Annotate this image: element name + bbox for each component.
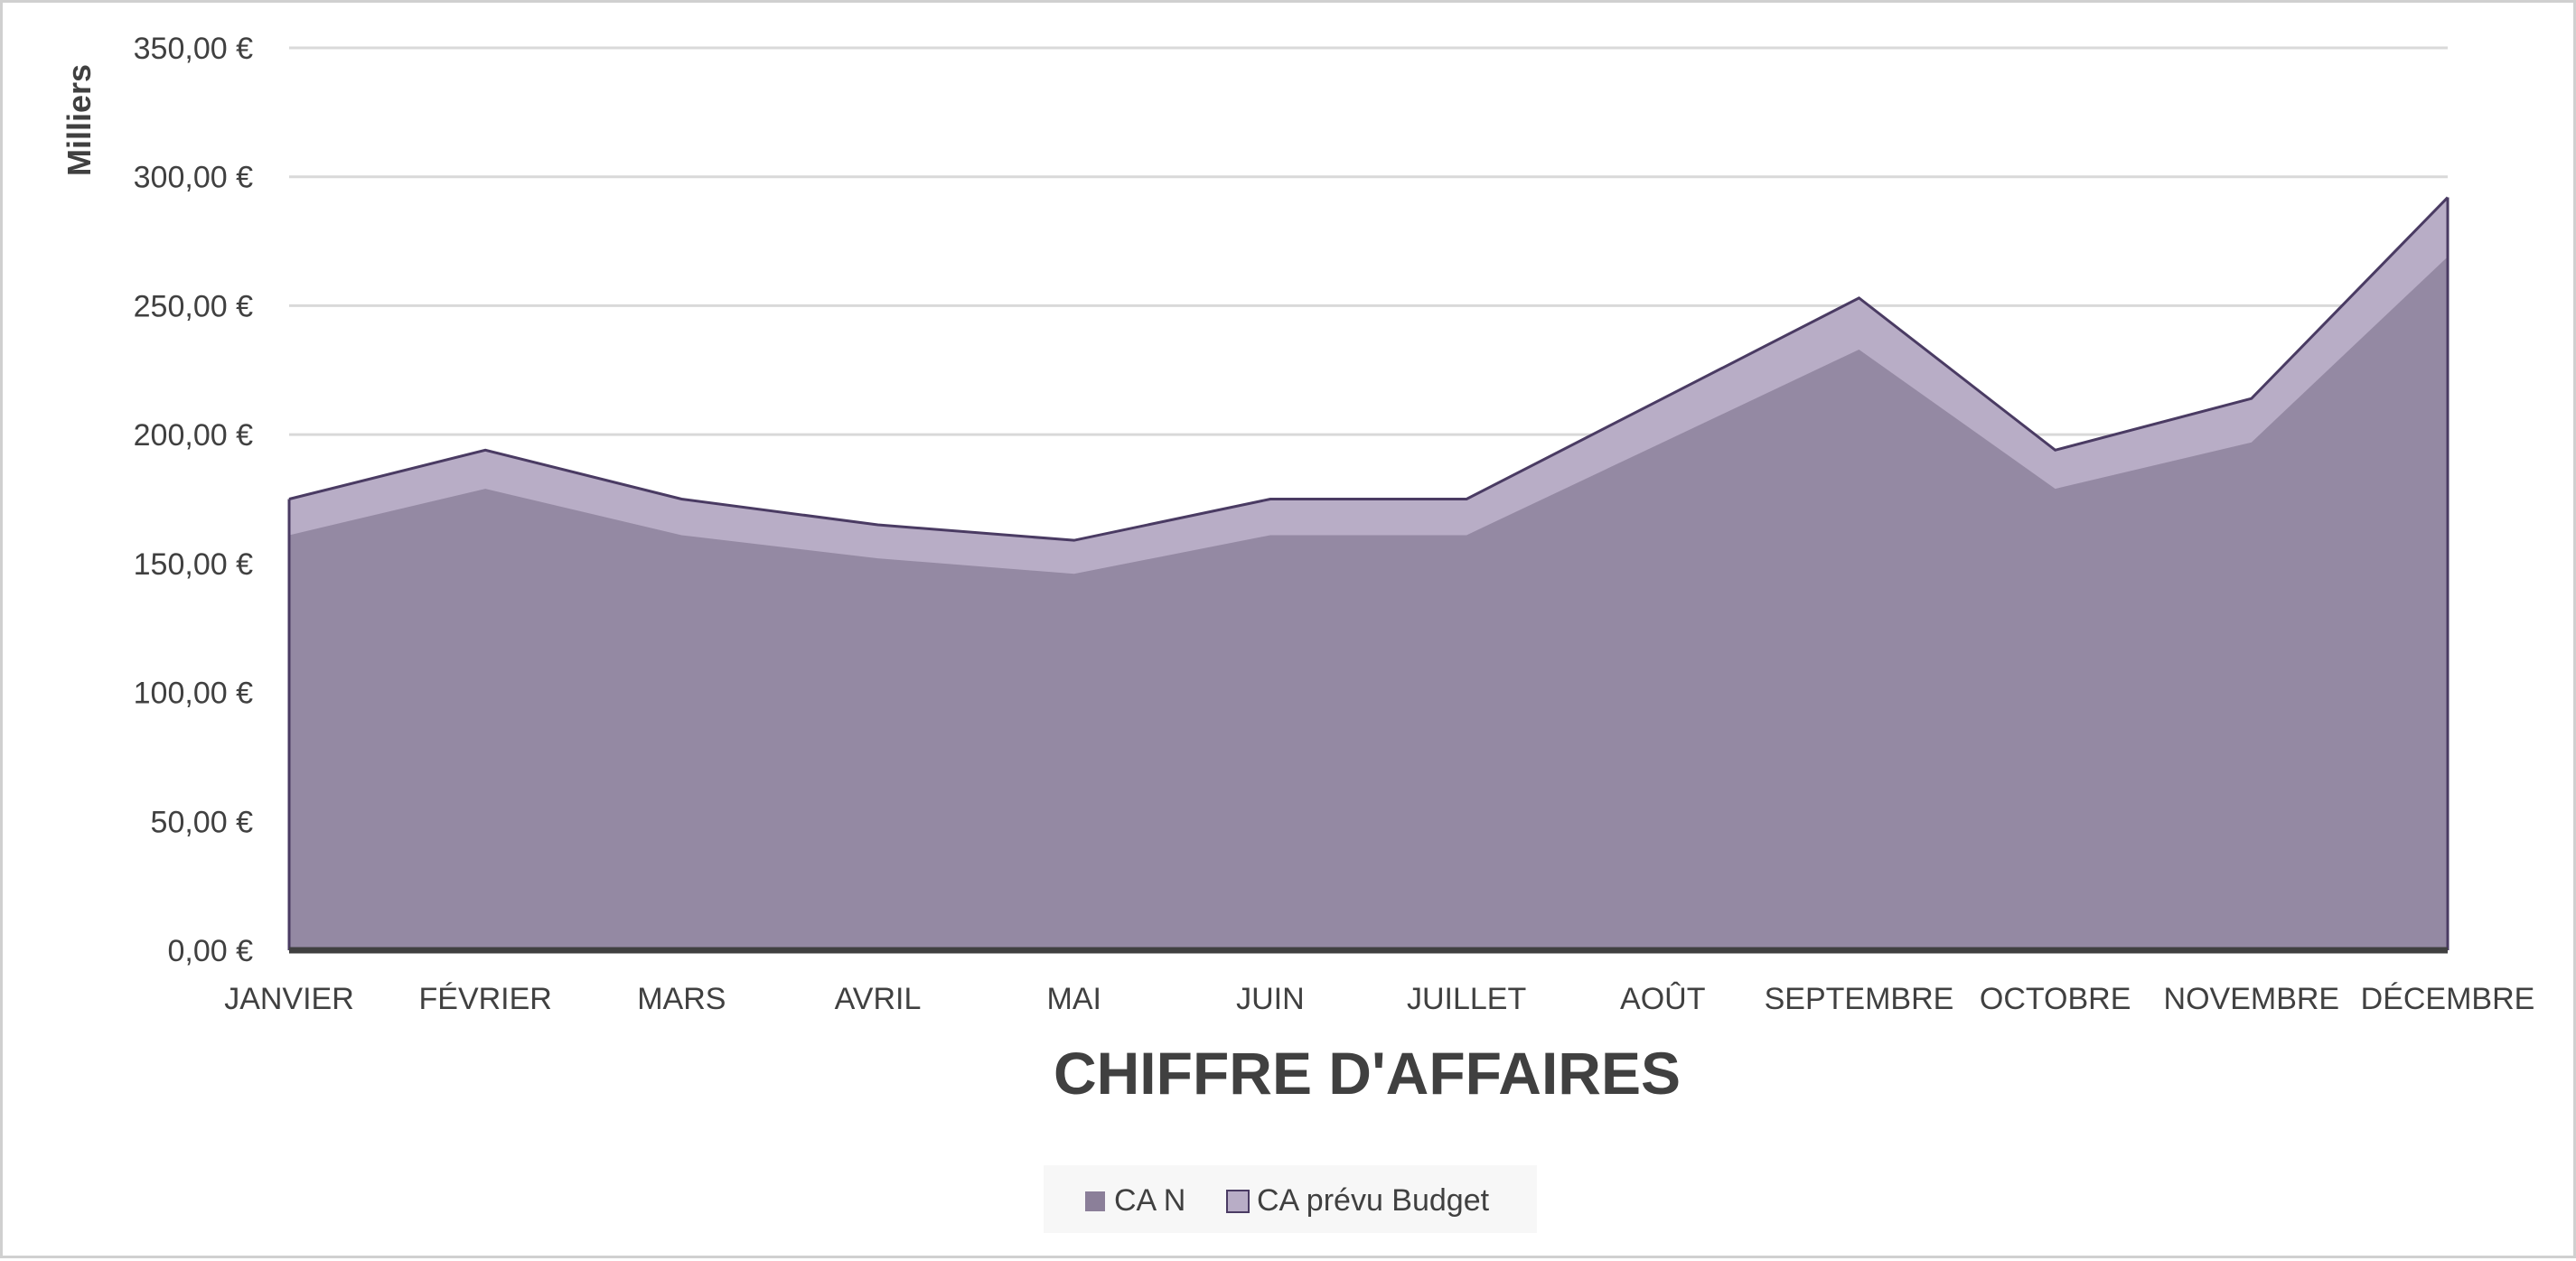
y-tick-label: 150,00 € bbox=[134, 547, 253, 582]
chart-title: CHIFFRE D'AFFAIRES bbox=[1054, 1040, 1681, 1107]
x-tick-label: AOÛT bbox=[1620, 982, 1705, 1016]
y-axis-unit-label: Milliers bbox=[61, 64, 98, 176]
x-axis-tick-labels: JANVIER FÉVRIER MARS AVRIL MAI JUIN JUILLET AOÛ… bbox=[224, 982, 2534, 1016]
x-tick-label: JANVIER bbox=[224, 982, 354, 1016]
y-tick-label: 300,00 € bbox=[134, 161, 253, 195]
x-tick-label: MAI bbox=[1047, 982, 1101, 1016]
x-tick-label: JUILLET bbox=[1407, 982, 1526, 1016]
area-ca-n bbox=[289, 257, 2448, 950]
line-ca-prevu-budget bbox=[288, 196, 2450, 542]
x-tick-label: MARS bbox=[637, 982, 726, 1016]
y-tick-label: 350,00 € bbox=[134, 32, 253, 66]
legend-box bbox=[1044, 1165, 1537, 1233]
legend-label-ca-n: CA N bbox=[1114, 1183, 1185, 1218]
plot-areas bbox=[287, 196, 2450, 954]
x-tick-label: FÉVRIER bbox=[419, 982, 552, 1016]
x-tick-label: DÉCEMBRE bbox=[2361, 982, 2535, 1016]
x-tick-label: AVRIL bbox=[835, 982, 922, 1016]
x-tick-label: JUIN bbox=[1236, 982, 1305, 1016]
legend: CA N CA prévu Budget bbox=[1044, 1165, 1537, 1233]
y-tick-label: 250,00 € bbox=[134, 289, 253, 323]
x-tick-label: SEPTEMBRE bbox=[1765, 982, 1954, 1016]
y-tick-label: 50,00 € bbox=[151, 805, 254, 839]
y-tick-label: 100,00 € bbox=[134, 677, 253, 711]
legend-swatch-ca-prevu-budget bbox=[1226, 1190, 1250, 1213]
y-tick-label: 200,00 € bbox=[134, 418, 253, 453]
area-chart: 0,00 € 50,00 € 100,00 € 150,00 € 200,00 € 250… bbox=[61, 32, 2534, 1233]
x-tick-label: NOVEMBRE bbox=[2164, 982, 2340, 1016]
x-tick-label: OCTOBRE bbox=[1980, 982, 2131, 1016]
y-tick-label: 0,00 € bbox=[167, 934, 253, 968]
legend-swatch-ca-n bbox=[1085, 1191, 1105, 1211]
legend-label-ca-prevu-budget: CA prévu Budget bbox=[1257, 1183, 1490, 1218]
y-axis-tick-labels: 0,00 € 50,00 € 100,00 € 150,00 € 200,00 € 250… bbox=[134, 32, 253, 968]
